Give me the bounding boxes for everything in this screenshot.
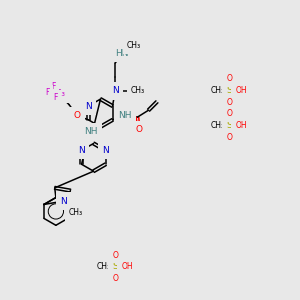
Text: N: N [85, 101, 92, 110]
Text: NH: NH [84, 127, 98, 136]
Text: O: O [226, 109, 232, 118]
Text: S: S [226, 86, 232, 95]
Text: O: O [112, 274, 118, 283]
Text: OH: OH [235, 86, 247, 95]
Text: CH₃: CH₃ [97, 262, 111, 272]
Text: OH: OH [121, 262, 133, 272]
Text: N: N [112, 86, 119, 95]
Text: F: F [51, 82, 56, 91]
Text: O: O [226, 98, 232, 107]
Text: O: O [135, 125, 142, 134]
Text: CH₃: CH₃ [131, 86, 145, 95]
Text: S: S [226, 121, 232, 130]
Text: N: N [60, 196, 67, 206]
Text: N: N [78, 146, 85, 155]
Text: CH₃: CH₃ [210, 86, 224, 95]
Text: N: N [102, 146, 109, 155]
Text: CH₃: CH₃ [210, 121, 224, 130]
Text: HN: HN [116, 49, 129, 58]
Text: NH: NH [118, 111, 132, 120]
Text: CH₃: CH₃ [127, 41, 141, 50]
Text: O: O [112, 250, 118, 260]
Text: S: S [112, 262, 118, 272]
Text: OH: OH [235, 121, 247, 130]
Text: F: F [53, 93, 58, 102]
Text: CF₃: CF₃ [51, 89, 66, 98]
Text: F: F [45, 88, 50, 98]
Text: O: O [74, 111, 81, 120]
Text: CH₃: CH₃ [68, 208, 83, 217]
Text: O: O [226, 74, 232, 83]
Text: O: O [226, 133, 232, 142]
